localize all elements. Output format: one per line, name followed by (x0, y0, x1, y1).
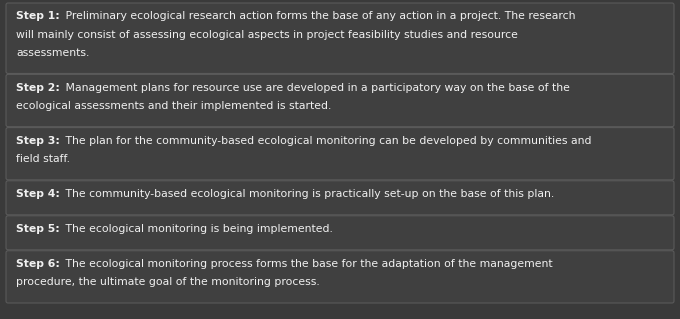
Text: Step 2:: Step 2: (16, 83, 60, 93)
Text: Step 3:: Step 3: (16, 136, 60, 146)
Text: Step 5:: Step 5: (16, 224, 60, 234)
Text: The plan for the community-based ecological monitoring can be developed by commu: The plan for the community-based ecologi… (62, 136, 592, 146)
Text: procedure, the ultimate goal of the monitoring process.: procedure, the ultimate goal of the moni… (16, 277, 320, 287)
FancyBboxPatch shape (6, 181, 674, 215)
Text: ecological assessments and their implemented is started.: ecological assessments and their impleme… (16, 101, 331, 111)
FancyBboxPatch shape (6, 128, 674, 180)
Text: Management plans for resource use are developed in a participatory way on the ba: Management plans for resource use are de… (62, 83, 570, 93)
Text: The community-based ecological monitoring is practically set-up on the base of t: The community-based ecological monitorin… (62, 189, 554, 199)
FancyBboxPatch shape (6, 216, 674, 250)
Text: will mainly consist of assessing ecological aspects in project feasibility studi: will mainly consist of assessing ecologi… (16, 30, 518, 40)
FancyBboxPatch shape (6, 3, 674, 73)
Text: field staff.: field staff. (16, 154, 70, 164)
Text: Preliminary ecological research action forms the base of any action in a project: Preliminary ecological research action f… (62, 11, 575, 21)
Text: assessments.: assessments. (16, 48, 89, 58)
FancyBboxPatch shape (6, 74, 674, 127)
FancyBboxPatch shape (6, 251, 674, 303)
Text: The ecological monitoring is being implemented.: The ecological monitoring is being imple… (62, 224, 333, 234)
Text: Step 1:: Step 1: (16, 11, 60, 21)
Text: Step 4:: Step 4: (16, 189, 60, 199)
Text: Step 6:: Step 6: (16, 259, 60, 269)
Text: The ecological monitoring process forms the base for the adaptation of the manag: The ecological monitoring process forms … (62, 259, 552, 269)
